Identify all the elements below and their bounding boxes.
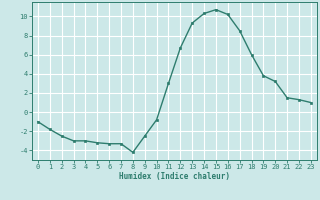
- X-axis label: Humidex (Indice chaleur): Humidex (Indice chaleur): [119, 172, 230, 181]
